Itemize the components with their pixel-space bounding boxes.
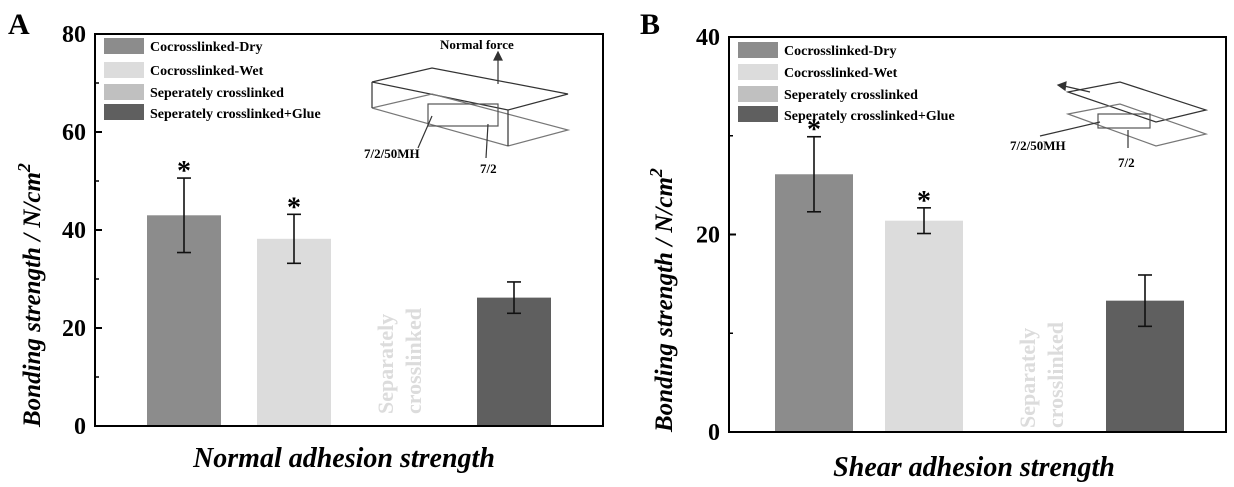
panel-a: A Cocrosslinked-Dry Cocrosslinked-Wet Se… bbox=[8, 8, 604, 474]
inset-leader-1 bbox=[417, 115, 433, 149]
panel-b-letter: B bbox=[640, 8, 660, 41]
inset-shear-arrow bbox=[1063, 85, 1091, 93]
legend-swatch-glue bbox=[104, 104, 144, 120]
bar-b-2 bbox=[885, 220, 963, 432]
y-tick-label: 80 bbox=[62, 22, 86, 48]
inset-bottom-plate bbox=[1065, 103, 1209, 147]
legend-swatch-glue bbox=[738, 106, 778, 122]
panel-b-frame bbox=[728, 36, 1227, 433]
legend-label-sep: Seperately crosslinked bbox=[784, 88, 918, 103]
legend-swatch-sep bbox=[738, 86, 778, 102]
legend-label-sep: Seperately crosslinked bbox=[150, 86, 284, 101]
panel-a-xlabel: Normal adhesion strength bbox=[192, 443, 495, 474]
bar-a-2 bbox=[257, 238, 331, 426]
legend-label-dry: Cocrosslinked-Dry bbox=[150, 40, 263, 55]
legend-label-glue: Seperately crosslinked+Glue bbox=[784, 109, 955, 124]
inset-leader-2 bbox=[485, 123, 489, 159]
panel-a-letter: A bbox=[8, 8, 30, 41]
significance-star-a-1: * bbox=[177, 156, 191, 187]
inset-label-layer-a: 7/2/50MH bbox=[364, 146, 420, 161]
inset-force-arrowhead bbox=[493, 50, 503, 61]
significance-star-a-2: * bbox=[287, 192, 301, 223]
panel-b-xlabel: Shear adhesion strength bbox=[833, 452, 1115, 483]
panel-b-plot: 0 20 40 * * bbox=[696, 25, 1184, 446]
inset-top-plate bbox=[1065, 81, 1209, 123]
panel-a-inset bbox=[371, 50, 571, 159]
y-tick-label: 40 bbox=[62, 218, 86, 244]
legend-label-wet: Cocrosslinked-Wet bbox=[150, 64, 264, 79]
bar-a-4 bbox=[477, 297, 551, 426]
panel-a-ylabel: Bonding strength / N/cm2 bbox=[14, 163, 46, 428]
panel-b-legend: Cocrosslinked-Dry Cocrosslinked-Wet Sepe… bbox=[738, 42, 955, 124]
inset-label-layer-b: 7/2/50MH bbox=[1010, 138, 1066, 153]
panel-a-frame bbox=[94, 33, 604, 427]
inset-sample bbox=[1097, 113, 1151, 129]
inset-label-substrate-a: 7/2 bbox=[480, 161, 497, 176]
legend-label-glue: Seperately crosslinked+Glue bbox=[150, 107, 321, 122]
panel-a-plot: 0 20 40 60 80 * * bbox=[62, 22, 551, 440]
panel-b-ylabel: Bonding strength / N/cm2 bbox=[646, 168, 678, 433]
y-tick-label: 40 bbox=[696, 25, 720, 51]
panel-b-ylabel-sup: 2 bbox=[646, 168, 666, 178]
legend-swatch-sep bbox=[104, 84, 144, 100]
inset-shear-arrowhead bbox=[1056, 81, 1067, 92]
missing-bar-label-b-line1: Separately bbox=[1015, 328, 1040, 428]
panel-b: B Cocrosslinked-Dry Cocrosslinked-Wet Se… bbox=[640, 8, 1227, 483]
inset-top-plate bbox=[371, 67, 569, 111]
y-tick-label: 20 bbox=[62, 316, 86, 342]
panel-b-inset bbox=[1039, 81, 1209, 148]
significance-star-b-2: * bbox=[917, 186, 931, 217]
y-tick-label: 20 bbox=[696, 223, 720, 249]
legend-swatch-dry bbox=[738, 42, 778, 58]
inset-leader-1 bbox=[1039, 121, 1101, 137]
inset-sample bbox=[427, 103, 499, 127]
y-tick-label: 0 bbox=[74, 414, 86, 440]
missing-bar-label-b-line2: crosslinked bbox=[1043, 322, 1068, 428]
legend-swatch-wet bbox=[104, 62, 144, 78]
bar-b-1 bbox=[775, 174, 853, 432]
missing-bar-label-a-line1: Separately bbox=[373, 314, 398, 414]
inset-bottom-plate bbox=[371, 93, 571, 147]
legend-swatch-wet bbox=[738, 64, 778, 80]
panel-a-legend: Cocrosslinked-Dry Cocrosslinked-Wet Sepe… bbox=[104, 38, 321, 122]
missing-bar-label-a-line2: crosslinked bbox=[401, 308, 426, 414]
legend-swatch-dry bbox=[104, 38, 144, 54]
legend-label-wet: Cocrosslinked-Wet bbox=[784, 66, 898, 81]
y-tick-label: 0 bbox=[708, 420, 720, 446]
y-tick-label: 60 bbox=[62, 120, 86, 146]
panel-a-ylabel-sup: 2 bbox=[14, 163, 34, 173]
significance-star-b-1: * bbox=[807, 115, 821, 146]
inset-label-normal-force: Normal force bbox=[440, 37, 514, 52]
inset-label-substrate-b: 7/2 bbox=[1118, 155, 1135, 170]
legend-label-dry: Cocrosslinked-Dry bbox=[784, 44, 897, 59]
